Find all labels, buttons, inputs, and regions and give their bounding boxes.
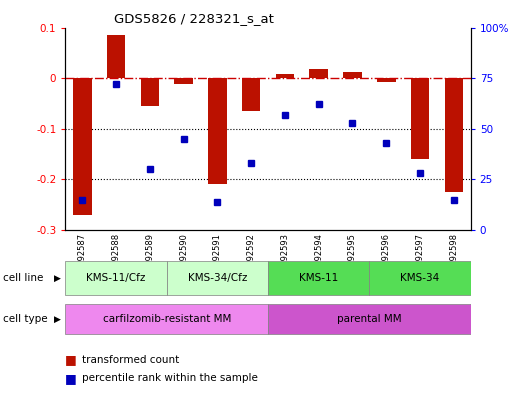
Bar <box>107 35 126 78</box>
Bar <box>174 78 193 84</box>
Text: carfilzomib-resistant MM: carfilzomib-resistant MM <box>103 314 231 324</box>
Text: parental MM: parental MM <box>337 314 402 324</box>
Text: KMS-11: KMS-11 <box>299 273 338 283</box>
Bar <box>411 78 429 159</box>
Text: ▶: ▶ <box>54 315 61 324</box>
Text: ■: ■ <box>65 371 77 385</box>
Text: cell type: cell type <box>3 314 47 324</box>
Bar <box>276 74 294 78</box>
Bar <box>65 261 167 295</box>
Bar <box>377 78 395 82</box>
Bar <box>268 261 369 295</box>
Bar <box>369 261 471 295</box>
Bar <box>445 78 463 192</box>
Text: KMS-11/Cfz: KMS-11/Cfz <box>86 273 146 283</box>
Text: GDS5826 / 228321_s_at: GDS5826 / 228321_s_at <box>114 12 274 25</box>
Text: transformed count: transformed count <box>82 354 179 365</box>
Text: ▶: ▶ <box>54 274 61 283</box>
Bar <box>343 72 362 78</box>
Bar <box>208 78 226 184</box>
Bar <box>242 78 260 111</box>
Text: ■: ■ <box>65 353 77 366</box>
Text: KMS-34/Cfz: KMS-34/Cfz <box>188 273 247 283</box>
Text: percentile rank within the sample: percentile rank within the sample <box>82 373 258 383</box>
Bar <box>268 304 471 334</box>
Bar <box>310 69 328 78</box>
Text: KMS-34: KMS-34 <box>401 273 440 283</box>
Bar <box>65 304 268 334</box>
Bar <box>167 261 268 295</box>
Bar <box>141 78 159 106</box>
Text: cell line: cell line <box>3 273 43 283</box>
Bar <box>73 78 92 215</box>
